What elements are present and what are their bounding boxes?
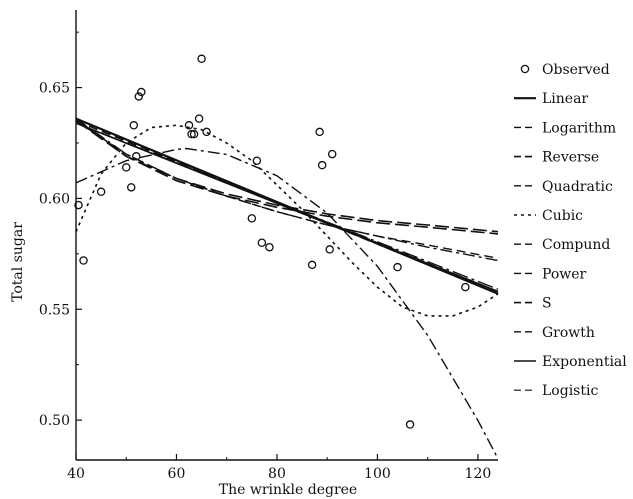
observed-point xyxy=(129,121,139,130)
y-tick-label: 0.60 xyxy=(39,191,70,207)
legend-label-s: S xyxy=(542,296,552,312)
observed-point xyxy=(247,214,257,223)
observed-point xyxy=(197,54,206,64)
curve-s xyxy=(75,120,499,233)
x-tick-label: 80 xyxy=(268,466,286,482)
legend-label-growth: Growth xyxy=(542,325,595,341)
y-tick-label: 0.55 xyxy=(39,302,70,318)
observed-point xyxy=(325,245,334,254)
legend-label-logarithm: Logarithm xyxy=(542,120,616,136)
legend-marker-observed xyxy=(520,64,530,74)
y-tick-label: 0.50 xyxy=(39,413,70,429)
curve-power xyxy=(75,120,499,259)
legend-label-cubic: Cubic xyxy=(542,208,583,224)
x-tick-label: 120 xyxy=(465,466,492,482)
observed-point xyxy=(184,121,194,130)
legend-label-reverse: Reverse xyxy=(542,150,599,166)
observed-point xyxy=(202,127,211,137)
observed-point xyxy=(96,187,106,197)
observed-point xyxy=(189,129,199,139)
y-axis-title: Total sugar xyxy=(10,222,26,302)
observed-point xyxy=(132,152,141,161)
curve-reverse xyxy=(75,117,499,235)
observed-point xyxy=(317,160,327,170)
observed-point xyxy=(265,242,274,252)
legend-label-linear: Linear xyxy=(542,91,588,107)
observed-point xyxy=(187,129,196,139)
observed-point xyxy=(405,420,415,429)
legend-label-compund: Compund xyxy=(542,237,610,253)
fit-curves xyxy=(75,117,499,460)
observed-point xyxy=(79,256,88,265)
observed-point xyxy=(121,163,131,172)
observed-point xyxy=(307,260,317,270)
legend: Observed Linear Logarithm Reverse Quadratic C… xyxy=(514,62,627,399)
legend-label-logistic: Logistic xyxy=(542,383,598,399)
axes xyxy=(75,10,498,461)
legend-label-exponential: Exponential xyxy=(542,354,627,370)
curve-logistic xyxy=(75,120,499,295)
x-axis-title: The wrinkle degree xyxy=(219,482,357,498)
x-tick-label: 100 xyxy=(364,466,391,482)
curve-quadratic xyxy=(75,147,499,460)
observed-point xyxy=(257,238,267,248)
observed-point xyxy=(134,92,144,101)
x-tick-label: 60 xyxy=(168,466,186,482)
observed-point xyxy=(137,87,146,97)
tick-labels: 40 60 80 100 120 0.50 0.55 0.60 0.65 xyxy=(39,31,492,482)
legend-label-quadratic: Quadratic xyxy=(542,179,613,195)
observed-point xyxy=(393,262,402,272)
observed-points xyxy=(74,54,470,429)
observed-point xyxy=(315,127,324,137)
observed-point xyxy=(461,282,470,292)
legend-label-observed: Observed xyxy=(542,62,610,78)
curve-cubic xyxy=(75,124,499,317)
observed-point xyxy=(127,183,136,192)
observed-point xyxy=(74,200,83,210)
observed-point xyxy=(194,114,204,123)
observed-point xyxy=(252,156,262,165)
x-tick-label: 40 xyxy=(67,466,85,482)
legend-label-power: Power xyxy=(542,266,587,282)
observed-point xyxy=(327,149,337,159)
curve-logarithm xyxy=(75,118,499,262)
y-tick-label: 0.65 xyxy=(39,81,70,97)
